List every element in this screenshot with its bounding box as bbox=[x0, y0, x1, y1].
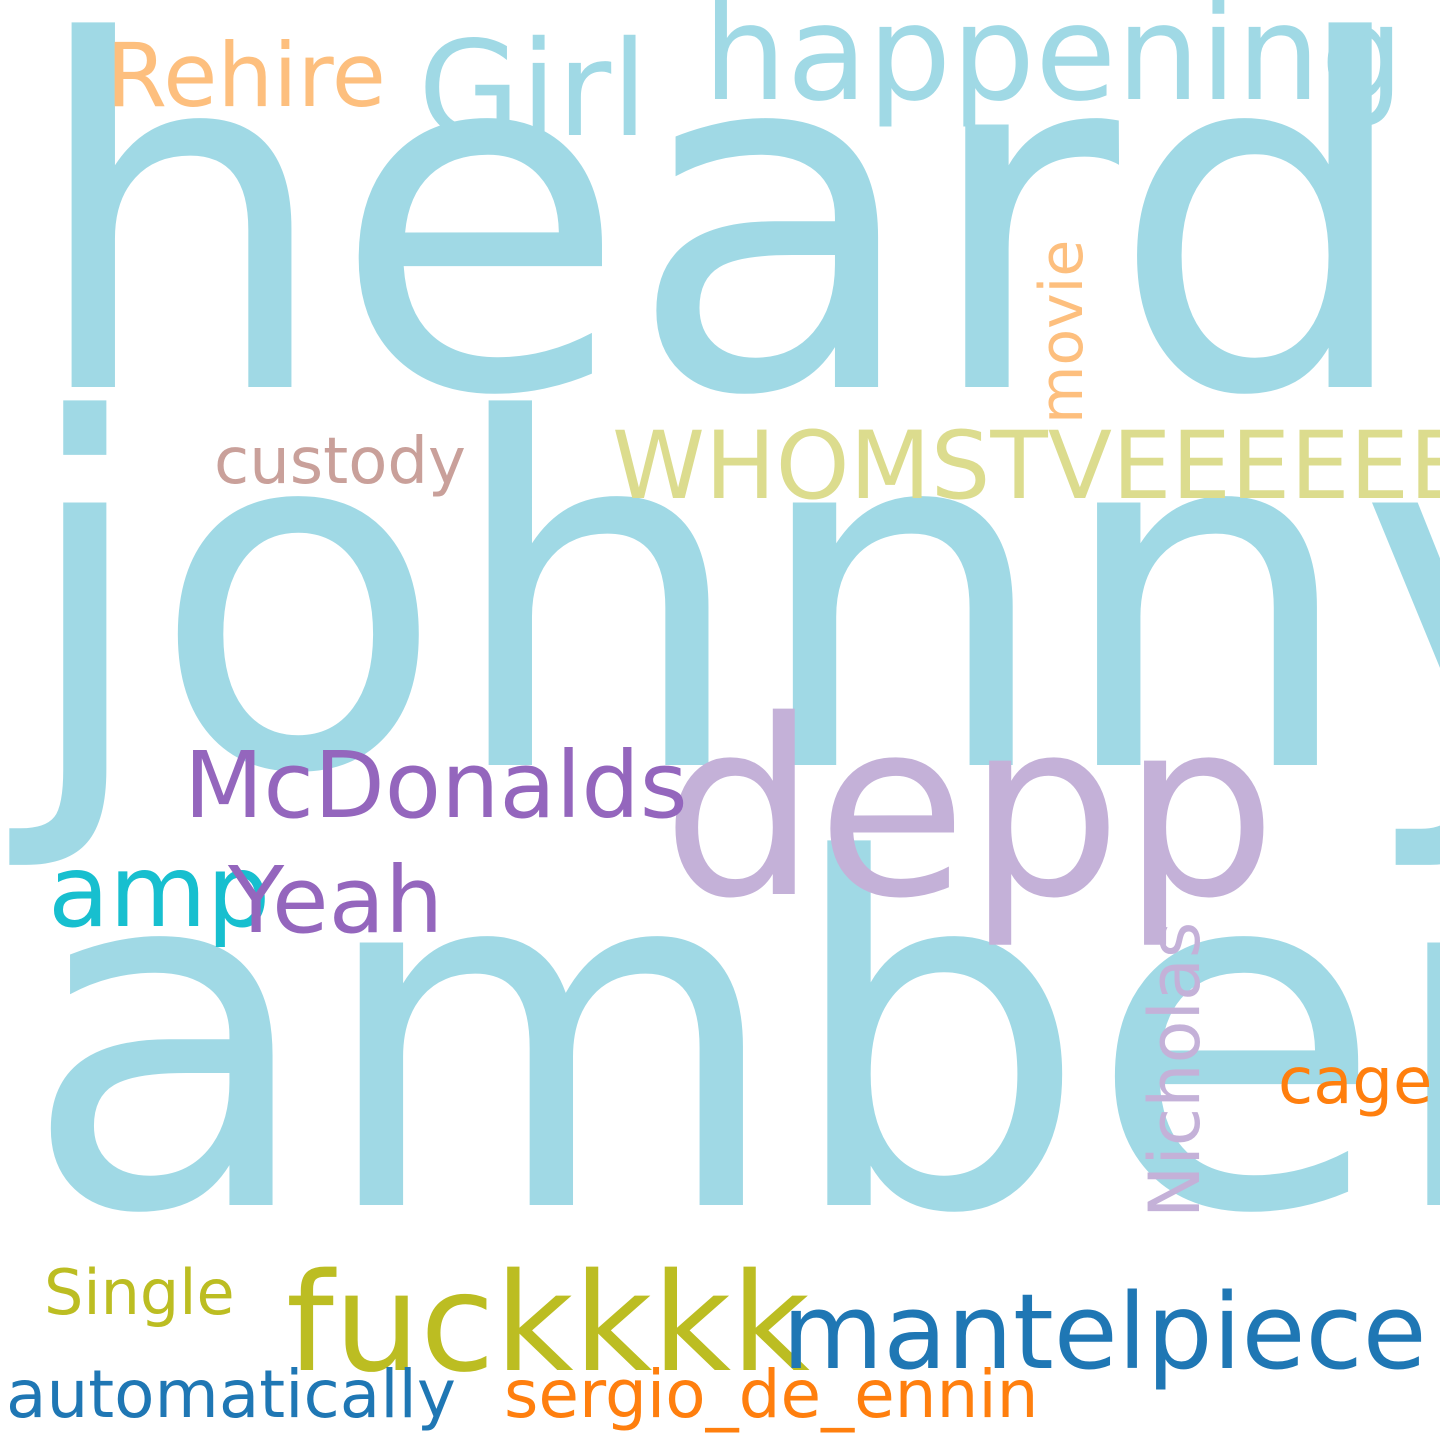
word-rehire: Rehire bbox=[106, 24, 386, 127]
word-mantelpiece: mantelpiece bbox=[782, 1271, 1427, 1393]
word-yeah: Yeah bbox=[228, 847, 444, 954]
word-cage: cage bbox=[1278, 1045, 1433, 1119]
word-heard: heard bbox=[28, 0, 1416, 501]
word-happening: happening bbox=[703, 0, 1405, 131]
word-single: Single bbox=[44, 1256, 235, 1329]
word-johnny: johnny bbox=[18, 320, 1440, 879]
word-amp: amp bbox=[48, 833, 271, 950]
word-amber: amber bbox=[22, 760, 1440, 1319]
word-whomstve: WHOMSTVEEEEEEEE bbox=[612, 412, 1440, 521]
word-movie: movie bbox=[1027, 239, 1097, 424]
word-automatically: automatically bbox=[6, 1356, 456, 1433]
word-depp: depp bbox=[662, 668, 1277, 952]
word-fuckkkk: fuckkkk bbox=[286, 1245, 810, 1403]
word-girl: Girl bbox=[418, 13, 648, 167]
word-mcdonalds: McDonalds bbox=[184, 732, 688, 839]
word-nicholas: Nicholas bbox=[1134, 921, 1216, 1218]
word-sergio: sergio_de_ennin bbox=[504, 1356, 1039, 1433]
word-custody: custody bbox=[214, 425, 466, 499]
